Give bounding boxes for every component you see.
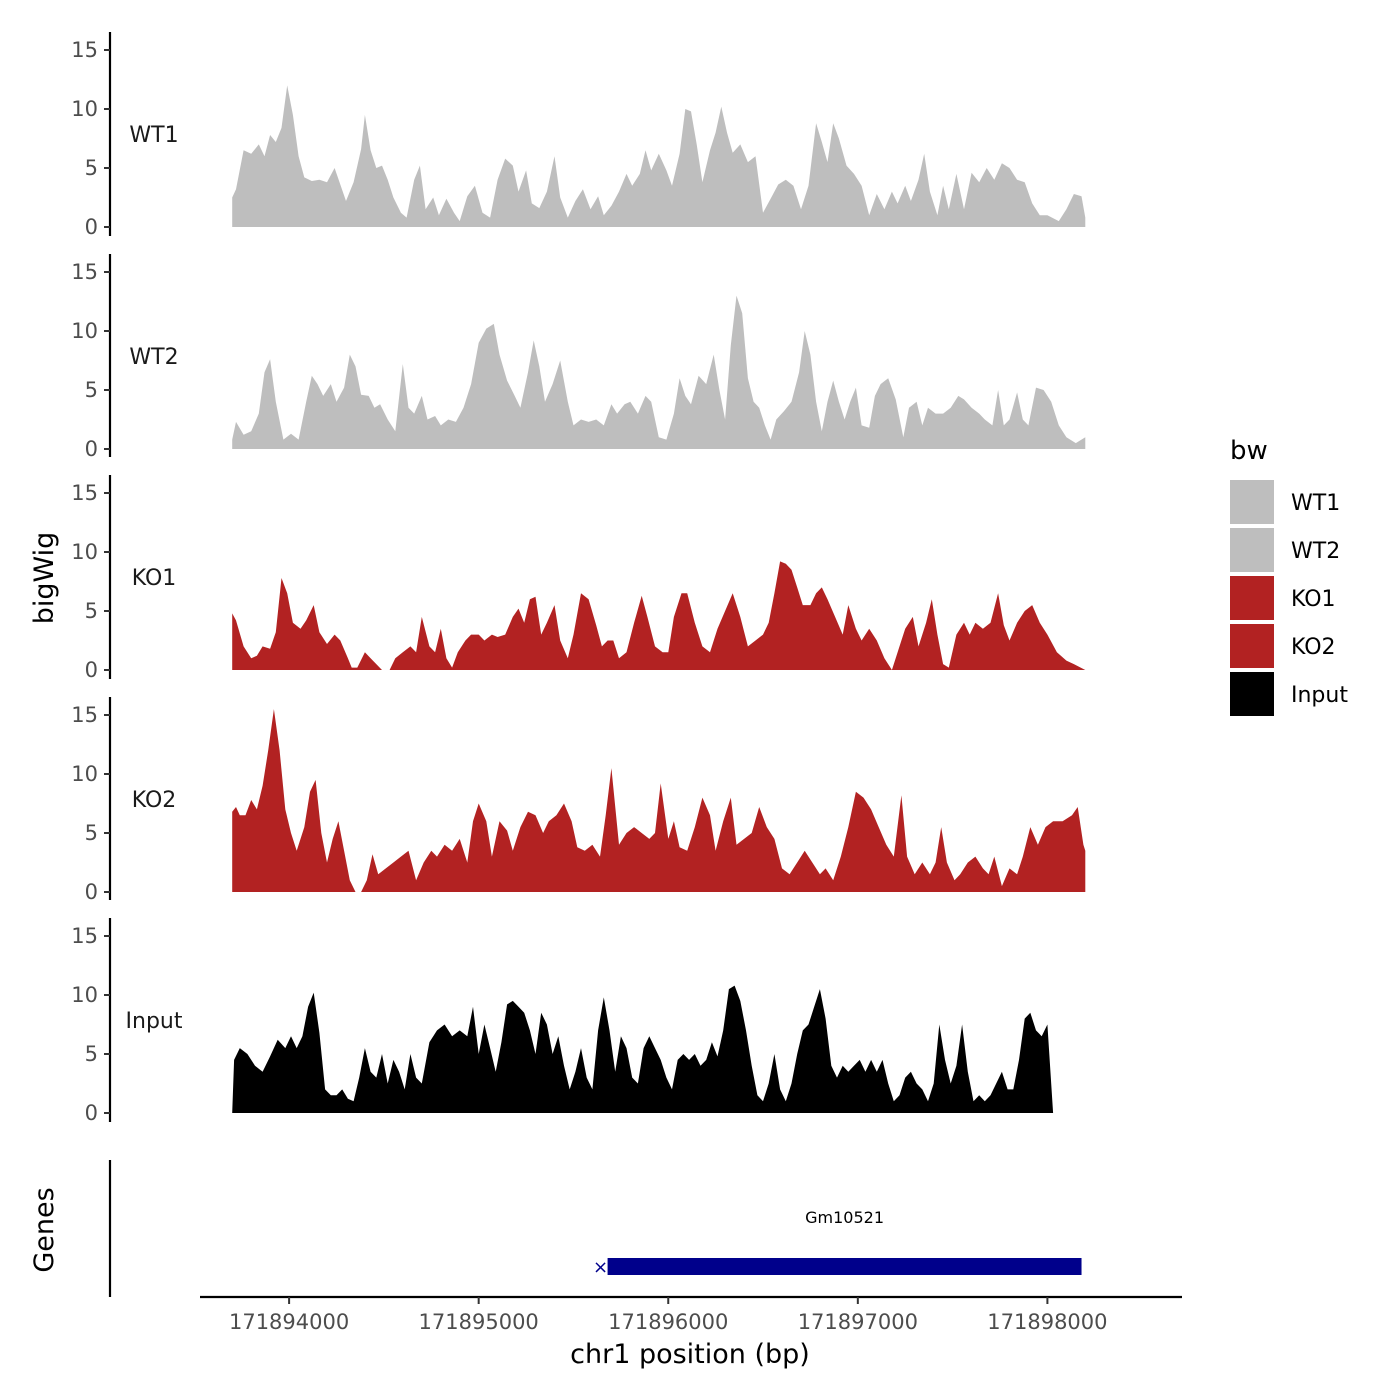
area-ko2 (232, 709, 1086, 892)
y-axis-title: bigWig (29, 532, 60, 625)
y-tick-label: 0 (85, 658, 98, 682)
y-tick-label: 10 (71, 762, 98, 786)
legend-label-ko2: KO2 (1291, 635, 1336, 660)
y-tick-label: 15 (71, 703, 98, 727)
y-tick-label: 5 (85, 599, 98, 623)
x-tick-label: 171896000 (608, 1310, 728, 1334)
track-ko1: 0 5 10 15 KO1 (71, 475, 1086, 682)
track-wt1: 0 5 10 15 WT1 (71, 32, 1086, 239)
x-tick-label: 171898000 (987, 1310, 1107, 1334)
y-tick-label: 5 (85, 378, 98, 402)
genes-panel: × Gm10521 (108, 1160, 1082, 1297)
signal-tracks: 0 5 10 15 WT1 0 5 10 15 WT2 0 5 10 15 KO1 0 5 10 15 KO2 0 5 10… (71, 32, 1086, 1125)
legend-label-ko1: KO1 (1291, 587, 1336, 612)
area-input (232, 985, 1054, 1113)
legend-title: bw (1230, 436, 1268, 466)
y-tick-label: 15 (71, 924, 98, 948)
genes-axis-title: Genes (29, 1187, 60, 1272)
x-axis-title: chr1 position (bp) (570, 1339, 810, 1370)
legend: bw WT1 WT2 KO1 KO2 Input (1230, 436, 1348, 716)
track-label-ko1: KO1 (132, 566, 177, 591)
y-tick-label: 5 (85, 821, 98, 845)
x-tick-label: 171895000 (419, 1310, 539, 1334)
area-wt1 (232, 85, 1086, 228)
y-tick-label: 5 (85, 1042, 98, 1066)
x-tick-label: 171897000 (798, 1310, 918, 1334)
track-label-ko2: KO2 (132, 788, 177, 813)
track-wt2: 0 5 10 15 WT2 (71, 254, 1086, 461)
legend-swatch-wt1 (1230, 480, 1274, 524)
area-ko1 (232, 561, 1086, 670)
y-tick-label: 0 (85, 215, 98, 239)
gene-strand-marker: × (593, 1257, 608, 1278)
y-tick-label: 0 (85, 1101, 98, 1125)
track-label-wt2: WT2 (129, 345, 178, 370)
y-tick-label: 0 (85, 880, 98, 904)
legend-swatch-input (1230, 672, 1274, 716)
legend-swatch-ko1 (1230, 576, 1274, 620)
y-tick-label: 15 (71, 38, 98, 62)
legend-swatch-ko2 (1230, 624, 1274, 668)
legend-swatch-wt2 (1230, 528, 1274, 572)
legend-label-wt1: WT1 (1291, 491, 1340, 516)
track-ko2: 0 5 10 15 KO2 (71, 697, 1086, 904)
track-label-wt1: WT1 (129, 123, 178, 148)
track-input: 0 5 10 15 Input (71, 918, 1054, 1125)
y-tick-label: 10 (71, 97, 98, 121)
track-label-input: Input (126, 1009, 183, 1034)
x-axis: 171894000 171895000 171896000 171897000 1718… (200, 1295, 1182, 1334)
y-tick-label: 10 (71, 540, 98, 564)
x-tick-label: 171894000 (229, 1310, 349, 1334)
area-wt2 (232, 295, 1086, 449)
legend-label-input: Input (1291, 683, 1348, 708)
y-tick-label: 15 (71, 260, 98, 284)
y-tick-label: 15 (71, 481, 98, 505)
y-tick-label: 0 (85, 437, 98, 461)
gene-body-gm10521 (607, 1258, 1082, 1275)
gene-label-gm10521: Gm10521 (805, 1208, 884, 1227)
y-tick-label: 10 (71, 983, 98, 1007)
legend-label-wt2: WT2 (1291, 539, 1340, 564)
y-tick-label: 5 (85, 156, 98, 180)
y-tick-label: 10 (71, 319, 98, 343)
